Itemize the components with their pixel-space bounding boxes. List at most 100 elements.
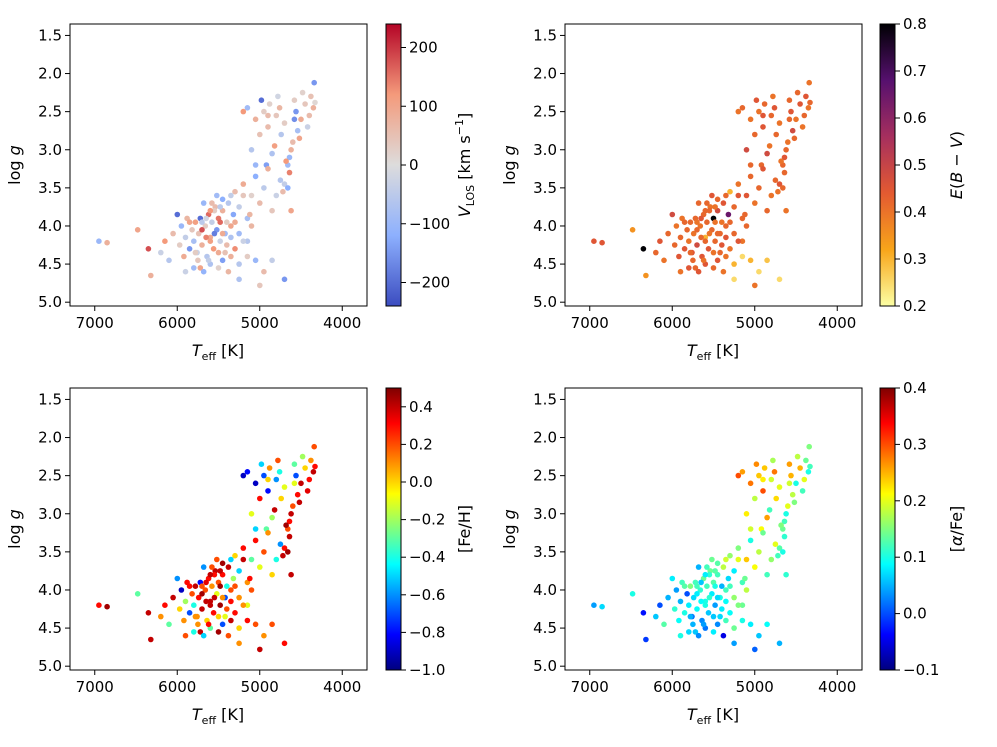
star-point: [244, 105, 251, 111]
star-point: [704, 564, 710, 570]
star-point: [310, 105, 317, 111]
star-point: [222, 613, 228, 620]
y-tick-label: 3.0: [38, 505, 62, 523]
star-point: [791, 499, 798, 506]
star-point: [797, 101, 803, 107]
star-point: [700, 621, 707, 628]
star-point: [710, 249, 717, 256]
star-point: [240, 181, 247, 187]
star-point: [181, 253, 187, 260]
star-point: [278, 495, 285, 502]
star-point: [276, 105, 283, 111]
star-point: [717, 613, 723, 620]
y-tick-label: 2.5: [38, 103, 62, 121]
star-point: [215, 629, 222, 635]
star-point: [797, 465, 803, 471]
star-point: [695, 268, 702, 275]
star-point: [706, 594, 713, 601]
star-point: [803, 93, 809, 100]
star-point: [174, 211, 181, 218]
star-point: [191, 238, 197, 244]
star-point: [228, 192, 234, 199]
star-point: [199, 606, 205, 612]
colorbar-tick-label: 0: [409, 156, 419, 174]
star-point: [768, 556, 775, 563]
star-point: [293, 108, 299, 115]
star-point: [302, 101, 308, 107]
star-point: [760, 488, 766, 494]
star-point: [244, 253, 251, 260]
star-point: [277, 541, 284, 547]
colorbar-tick-label: 200: [409, 39, 438, 57]
star-point: [257, 646, 263, 653]
star-point: [747, 480, 754, 487]
star-point: [261, 108, 267, 115]
star-point: [252, 162, 259, 168]
x-tick-label: 7000: [571, 678, 609, 696]
star-point: [197, 265, 204, 271]
star-point: [743, 587, 750, 593]
star-point: [210, 610, 217, 616]
panel-ebv: 7000 6000 5000 4000 1.5 2.0 2.5 3.0 3.5 4.0 4.5 5.…: [500, 15, 966, 363]
star-point: [753, 97, 760, 103]
star-point: [735, 192, 742, 199]
x-axis-label: Teff [K]: [687, 705, 739, 727]
y-tick-label: 2.5: [533, 103, 557, 121]
star-point: [266, 101, 273, 107]
star-point: [280, 552, 286, 559]
star-point: [236, 230, 242, 237]
colorbar-ticks: 0.4 0.3 0.2 0.1 0.0 −0.1: [895, 379, 939, 679]
colorbar-tick-label: 0.4: [903, 379, 927, 397]
star-point: [162, 238, 168, 244]
axes-frame: [564, 23, 863, 307]
star-point: [731, 261, 737, 267]
colorbar-tick-label: 0.8: [903, 15, 927, 33]
y-tick-label: 3.0: [533, 141, 557, 159]
star-point: [170, 594, 176, 601]
x-tick-label: 5000: [736, 314, 774, 332]
star-point: [695, 200, 702, 206]
y-tick-label: 1.5: [38, 26, 62, 44]
star-point: [217, 204, 223, 210]
star-point: [723, 192, 729, 199]
star-point: [217, 238, 223, 244]
star-point: [723, 556, 729, 563]
y-axis-label: log g: [5, 145, 24, 185]
star-point: [296, 499, 303, 506]
star-point: [134, 227, 141, 233]
x-ticks: 7000 6000 5000 4000: [76, 670, 361, 696]
star-point: [781, 154, 788, 161]
star-point: [766, 143, 773, 149]
star-point: [200, 632, 207, 639]
panel-alpha: 7000 6000 5000 4000 1.5 2.0 2.5 3.0 3.5 4.0 4.5 5.…: [500, 379, 966, 727]
star-point: [258, 97, 265, 103]
colorbar-tick-label: 0.2: [903, 492, 927, 510]
y-tick-label: 1.5: [533, 26, 557, 44]
star-point: [228, 598, 234, 605]
star-point: [211, 207, 218, 214]
star-point: [783, 571, 789, 578]
star-point: [775, 188, 781, 195]
y-tick-label: 5.0: [38, 657, 62, 675]
star-point: [806, 443, 812, 450]
star-point: [698, 579, 704, 586]
star-point: [181, 617, 187, 624]
star-point: [261, 472, 267, 479]
star-point: [248, 223, 255, 229]
star-point: [217, 219, 223, 225]
star-point: [676, 253, 682, 260]
star-point: [705, 246, 712, 252]
star-point: [805, 105, 812, 111]
star-point: [794, 89, 801, 96]
star-point: [704, 583, 710, 589]
star-point: [276, 469, 283, 475]
star-point: [687, 219, 694, 225]
star-point: [789, 491, 796, 498]
y-tick-label: 3.5: [533, 179, 557, 197]
colorbar: [385, 23, 402, 307]
star-point: [739, 602, 746, 608]
star-point: [761, 465, 768, 471]
star-point: [673, 223, 680, 229]
star-point: [182, 632, 189, 639]
star-point: [176, 242, 183, 248]
